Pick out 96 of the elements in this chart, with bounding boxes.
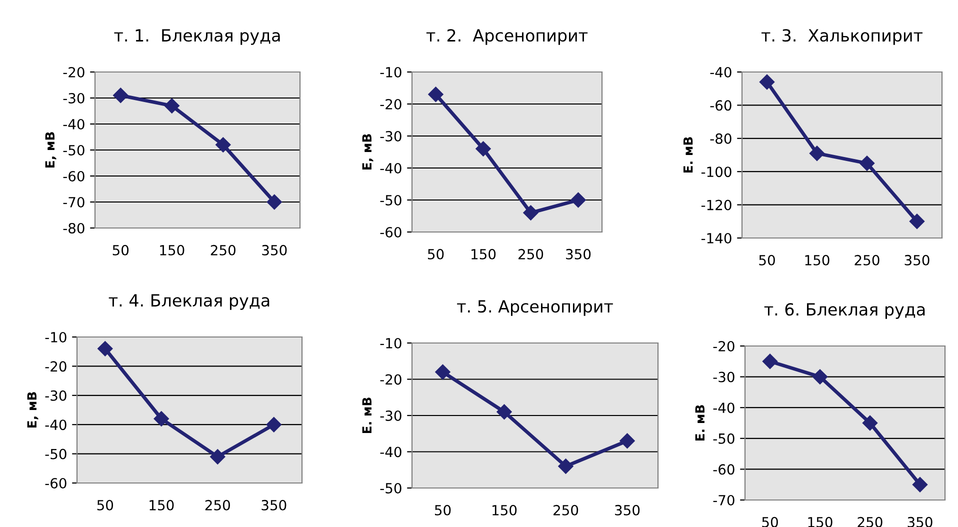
point bbox=[476, 141, 491, 156]
y-tick-label: -60 bbox=[45, 478, 66, 488]
point bbox=[216, 137, 231, 152]
y-tick-label: -10 bbox=[380, 66, 402, 78]
x-tick-label: 250 bbox=[518, 248, 544, 260]
point bbox=[912, 477, 928, 492]
y-tick-label: -140 bbox=[701, 232, 732, 244]
point bbox=[210, 449, 226, 464]
x-tick-label: 350 bbox=[262, 500, 286, 510]
y-tick-label: -40 bbox=[380, 162, 402, 174]
y-tick-label: -40 bbox=[380, 446, 402, 458]
y-axis-title: Е, мВ bbox=[362, 134, 374, 170]
y-tick-label: -100 bbox=[701, 166, 732, 178]
y-tick-label: -40 bbox=[45, 420, 66, 430]
y-tick-label: -60 bbox=[713, 464, 734, 475]
y-axis-title: Е. мВ bbox=[362, 398, 372, 434]
y-tick-label: -20 bbox=[63, 66, 84, 78]
point bbox=[759, 74, 775, 90]
x-tick-label: 150 bbox=[472, 248, 496, 260]
point bbox=[570, 192, 586, 208]
x-tick-label: 50 bbox=[762, 516, 778, 527]
point bbox=[164, 98, 180, 114]
x-tick-label: 350 bbox=[904, 254, 930, 266]
y-axis-title: Е. мВ bbox=[683, 137, 693, 173]
point bbox=[523, 205, 538, 220]
point bbox=[620, 433, 635, 448]
y-tick-label: -70 bbox=[63, 196, 84, 208]
y-tick-label: -60 bbox=[380, 226, 402, 238]
x-tick-label: 150 bbox=[805, 254, 830, 266]
point bbox=[266, 417, 282, 432]
point bbox=[558, 458, 574, 474]
x-tick-label: 50 bbox=[434, 504, 451, 516]
x-tick-label: 250 bbox=[554, 504, 578, 516]
x-tick-label: 250 bbox=[858, 516, 882, 527]
chart-title: т. 3. Халькопирит bbox=[761, 29, 923, 45]
y-tick-label: -40 bbox=[63, 118, 84, 130]
point bbox=[812, 369, 828, 384]
y-tick-label: -80 bbox=[63, 222, 84, 234]
y-tick-label: -30 bbox=[713, 372, 734, 382]
y-tick-label: -50 bbox=[45, 448, 66, 460]
y-tick-label: -50 bbox=[713, 433, 734, 444]
point bbox=[154, 411, 169, 426]
y-tick-label: -30 bbox=[45, 390, 66, 401]
y-axis-title: Е, мВ bbox=[45, 132, 56, 168]
point bbox=[909, 214, 925, 229]
y-tick-label: -20 bbox=[45, 361, 66, 372]
point bbox=[496, 404, 512, 420]
y-tick-label: -20 bbox=[380, 98, 402, 110]
y-tick-label: -30 bbox=[380, 410, 402, 421]
point bbox=[266, 194, 282, 210]
x-tick-label: 350 bbox=[908, 516, 932, 527]
y-tick-label: -30 bbox=[63, 92, 84, 104]
x-tick-label: 350 bbox=[566, 248, 591, 260]
point bbox=[862, 415, 878, 431]
x-tick-label: 150 bbox=[150, 500, 174, 510]
y-tick-label: -80 bbox=[710, 133, 732, 144]
x-tick-label: 150 bbox=[808, 516, 832, 527]
point bbox=[428, 86, 444, 102]
x-tick-label: 350 bbox=[262, 244, 287, 256]
x-tick-label: 350 bbox=[615, 504, 640, 516]
x-tick-label: 50 bbox=[428, 248, 444, 260]
chart-title: т. 4. Блеклая руда bbox=[108, 294, 270, 310]
point bbox=[762, 354, 778, 369]
x-tick-label: 50 bbox=[97, 500, 114, 510]
y-tick-label: -50 bbox=[380, 482, 402, 494]
point bbox=[98, 341, 113, 356]
y-tick-label: -50 bbox=[63, 144, 84, 156]
y-tick-label: -70 bbox=[713, 494, 734, 506]
x-tick-label: 250 bbox=[854, 254, 880, 266]
y-tick-label: -30 bbox=[380, 130, 402, 142]
y-tick-label: -50 bbox=[380, 194, 402, 206]
y-tick-label: -10 bbox=[45, 332, 66, 342]
y-tick-label: -40 bbox=[713, 402, 734, 414]
y-axis-title: Е, мВ bbox=[27, 392, 38, 428]
point bbox=[113, 88, 128, 103]
y-tick-label: -60 bbox=[710, 100, 732, 111]
chart-title: т. 5. Арсенопирит bbox=[457, 300, 613, 316]
y-tick-label: -40 bbox=[710, 66, 732, 78]
x-tick-label: 250 bbox=[210, 244, 236, 256]
point bbox=[809, 146, 825, 161]
x-tick-label: 250 bbox=[205, 500, 230, 510]
chart-title: т. 2. Арсенопирит bbox=[426, 29, 588, 45]
point bbox=[435, 364, 450, 380]
y-tick-label: -60 bbox=[63, 170, 84, 182]
y-axis-title: Е. мВ bbox=[695, 405, 704, 441]
chart-title: т. 1. Блеклая руда bbox=[114, 29, 280, 45]
x-tick-label: 150 bbox=[160, 244, 184, 256]
x-tick-label: 150 bbox=[492, 504, 517, 516]
x-tick-label: 50 bbox=[112, 244, 129, 256]
y-tick-label: -20 bbox=[713, 340, 734, 352]
y-tick-label: -20 bbox=[380, 374, 402, 385]
chart-title: т. 6. Блеклая руда bbox=[764, 303, 925, 319]
y-tick-label: -120 bbox=[701, 200, 732, 210]
point bbox=[859, 156, 875, 171]
y-tick-label: -10 bbox=[380, 338, 402, 348]
x-tick-label: 50 bbox=[759, 254, 775, 266]
